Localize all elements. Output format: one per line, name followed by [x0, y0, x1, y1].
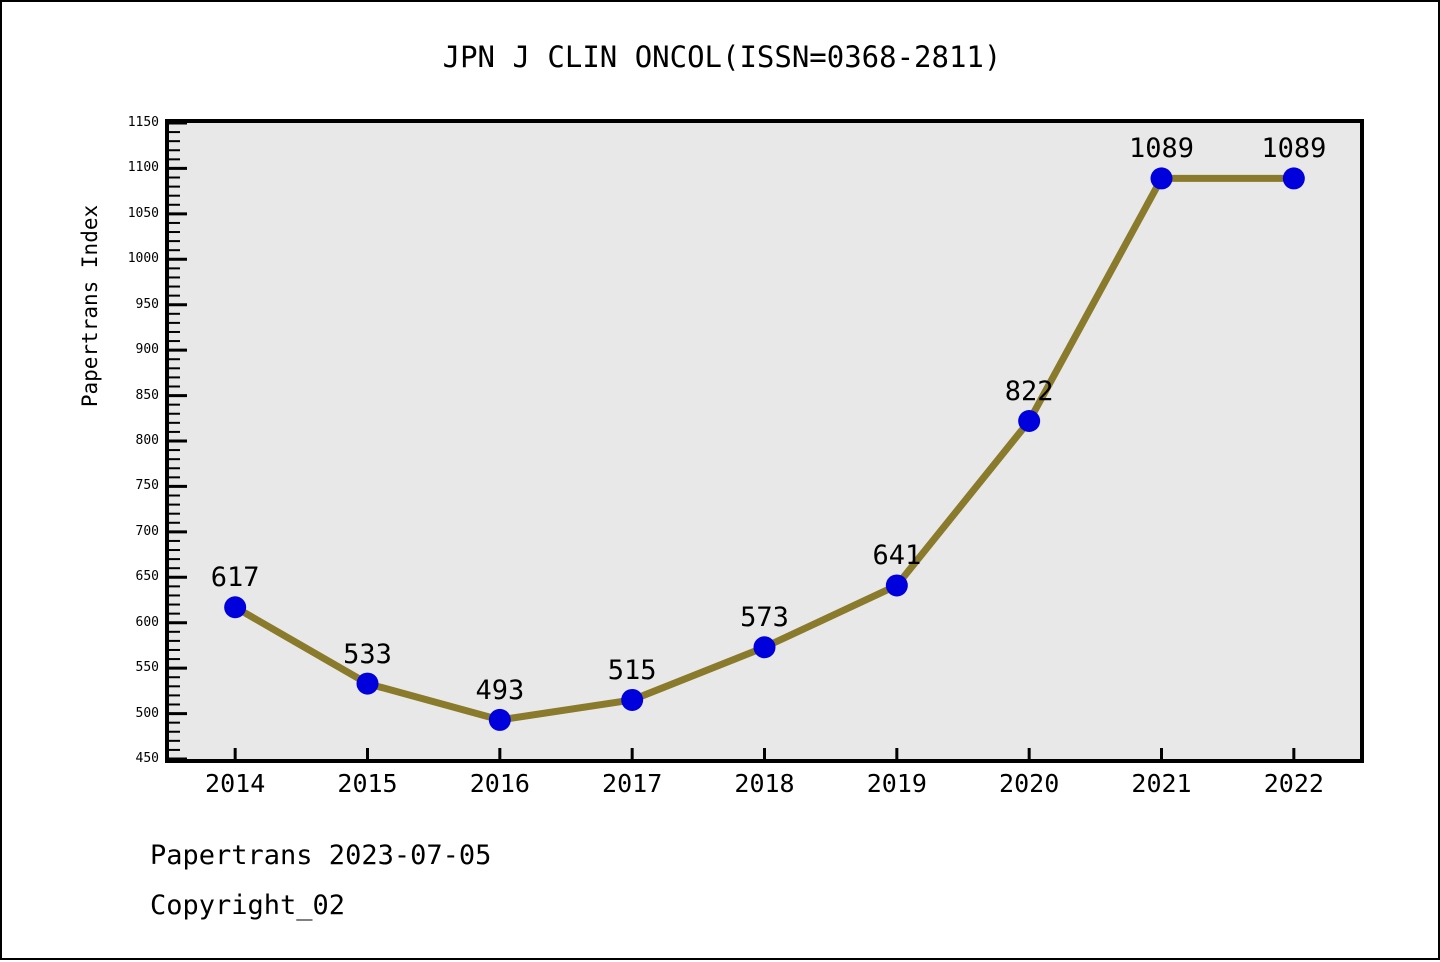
y-axis-tick-label: 600 [135, 614, 159, 630]
y-axis-tick-label: 650 [135, 569, 159, 585]
y-axis-tick-label: 1100 [127, 160, 159, 176]
data-point-label: 1089 [1261, 133, 1327, 165]
y-axis-tick-label: 450 [135, 751, 159, 766]
x-axis-tick-label: 2015 [337, 769, 398, 798]
y-axis-tick-label: 1150 [127, 115, 159, 130]
footer-copyright: Copyright_02 [150, 890, 346, 921]
data-point-label: 493 [475, 674, 525, 706]
data-point-label: 1089 [1128, 133, 1195, 165]
y-axis-tick-label: 500 [135, 705, 159, 721]
y-axis-tick-label: 1000 [127, 251, 159, 267]
data-point-label: 573 [740, 602, 789, 634]
x-axis-tick-label: 2014 [205, 769, 266, 798]
y-axis-tick-label: 800 [135, 433, 159, 448]
x-axis-tick-label: 2020 [999, 769, 1060, 798]
x-axis-tick-label: 2016 [469, 769, 530, 798]
y-axis-tick-label: 700 [135, 523, 159, 539]
y-axis-tick-label: 900 [135, 342, 159, 358]
x-axis-tick-label: 2019 [866, 769, 927, 798]
data-point-label: 533 [343, 638, 392, 670]
y-axis-tick-label: 550 [135, 660, 159, 676]
x-axis-tick-label: 2018 [734, 769, 795, 798]
data-point-label: 822 [1004, 376, 1054, 407]
y-axis-tick-label: 950 [135, 296, 159, 312]
x-axis-tick-label: 2017 [602, 769, 663, 798]
data-point-label: 617 [210, 562, 260, 594]
y-axis-tick-label: 1050 [127, 205, 159, 221]
x-axis-tick-label: 2022 [1263, 769, 1324, 798]
x-axis-tick-label: 2021 [1131, 769, 1192, 798]
y-axis-tick-label: 750 [135, 478, 159, 494]
y-axis-tick-label: 850 [135, 387, 159, 403]
data-point-label: 515 [607, 654, 657, 686]
data-point-label: 641 [872, 540, 922, 572]
footer-date: Papertrans 2023-07-05 [150, 840, 492, 871]
page-title: JPN J CLIN ONCOL(ISSN=0368-2811) [442, 40, 1002, 74]
